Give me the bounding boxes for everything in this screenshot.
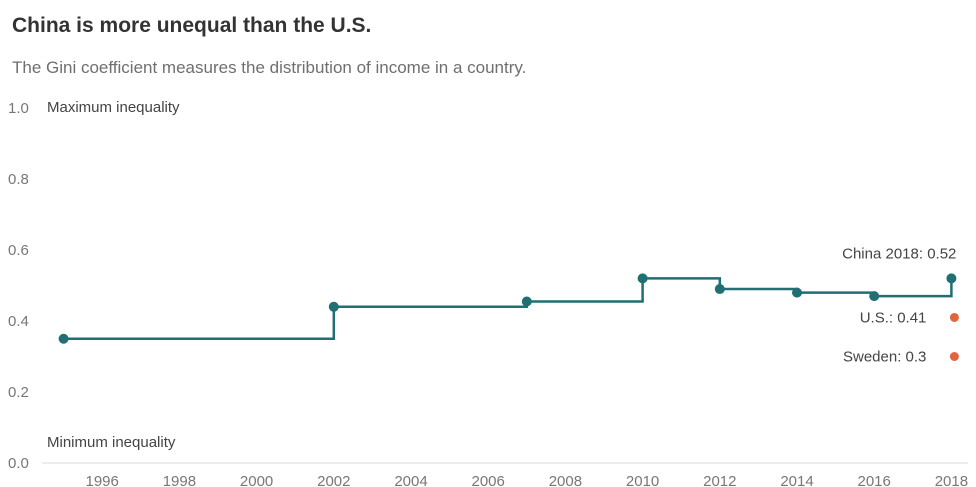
x-tick-label: 2012 bbox=[703, 473, 736, 487]
reference-point bbox=[949, 352, 959, 361]
x-tick-label: 2010 bbox=[626, 473, 659, 487]
x-tick-label: 2000 bbox=[240, 473, 273, 487]
china-gini-point bbox=[637, 273, 648, 284]
y-axis-ticks: 0.0 0.2 0.4 0.6 0.8 1.0 bbox=[8, 100, 29, 472]
china-gini-point bbox=[792, 287, 802, 298]
x-tick-label: 2016 bbox=[858, 473, 891, 487]
min-inequality-label: Minimum inequality bbox=[47, 434, 176, 451]
x-tick-label: 2008 bbox=[549, 473, 582, 487]
china-2018-label: China 2018: 0.52 bbox=[842, 245, 956, 262]
y-tick-label: 1.0 bbox=[8, 100, 29, 117]
reference-points: U.S.: 0.41 Sweden: 0.3 bbox=[843, 309, 959, 366]
china-gini-point bbox=[869, 291, 880, 302]
x-tick-label: 2006 bbox=[472, 473, 505, 487]
china-gini-point bbox=[714, 284, 725, 295]
reference-point bbox=[949, 312, 959, 322]
x-tick-label: 2002 bbox=[317, 473, 350, 487]
china-gini-point bbox=[58, 333, 69, 344]
reference-point-label: U.S.: 0.41 bbox=[860, 309, 927, 326]
china-gini-point bbox=[521, 296, 532, 307]
x-tick-label: 1996 bbox=[86, 473, 119, 487]
x-tick-label: 2004 bbox=[394, 473, 427, 487]
china-gini-points bbox=[58, 273, 957, 344]
y-tick-label: 0.8 bbox=[8, 171, 29, 188]
y-tick-label: 0.0 bbox=[8, 455, 29, 472]
max-inequality-label: Maximum inequality bbox=[47, 99, 180, 116]
china-gini-line bbox=[63, 277, 953, 340]
reference-point-label: Sweden: 0.3 bbox=[843, 349, 926, 366]
china-gini-point bbox=[946, 273, 957, 284]
x-axis-ticks: 1996 1998 2000 2002 2004 2006 2008 2010 2012 2014… bbox=[86, 473, 969, 487]
chart-title: China is more unequal than the U.S. bbox=[12, 14, 372, 37]
y-tick-label: 0.6 bbox=[8, 242, 29, 259]
y-tick-label: 0.4 bbox=[8, 313, 29, 330]
china-gini-point bbox=[328, 301, 339, 312]
x-tick-label: 2014 bbox=[780, 473, 813, 487]
y-tick-label: 0.2 bbox=[8, 384, 29, 401]
x-tick-label: 1998 bbox=[163, 473, 196, 487]
x-tick-label: 2018 bbox=[935, 473, 968, 487]
chart-subtitle: The Gini coefficient measures the distri… bbox=[12, 58, 527, 77]
